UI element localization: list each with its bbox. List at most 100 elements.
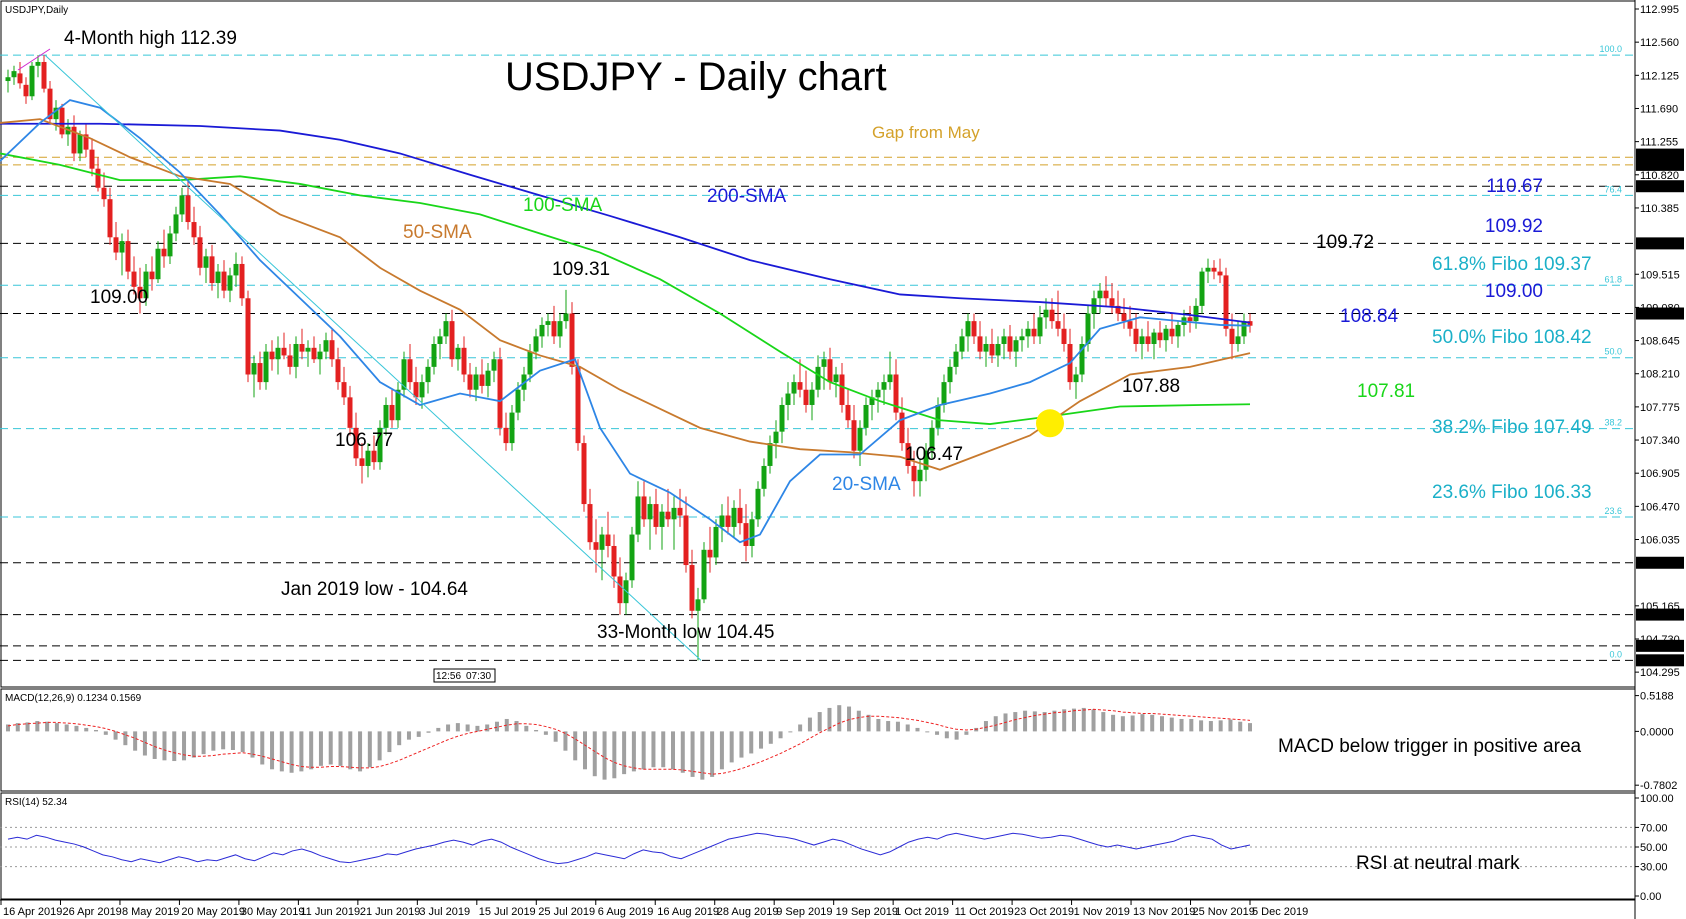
ma-line-50-sma bbox=[0, 118, 1251, 471]
price-tick-label: 107.775 bbox=[1640, 402, 1680, 414]
macd-bar bbox=[856, 710, 861, 732]
candle-body bbox=[47, 88, 53, 120]
rsi-pane: RSI(14) 52.34 RSI at neutral mark bbox=[0, 792, 1636, 900]
date-tick-label: 11 Oct 2019 bbox=[955, 906, 1014, 918]
candle-body bbox=[797, 382, 803, 390]
macd-bar bbox=[15, 723, 20, 732]
macd-bar bbox=[925, 731, 930, 733]
macd-bar bbox=[905, 724, 910, 732]
macd-axis: 0.5188 0.0000 -0.7802 bbox=[1635, 691, 1677, 792]
candle-body bbox=[689, 565, 695, 611]
candle-body bbox=[11, 71, 17, 78]
candle-body bbox=[371, 450, 377, 463]
candle-body bbox=[1139, 336, 1145, 344]
macd-bar bbox=[45, 721, 50, 732]
candle-body bbox=[1187, 317, 1193, 322]
macd-bar bbox=[1248, 723, 1252, 732]
candle-body bbox=[1193, 305, 1199, 322]
macd-tick-label: 0.5188 bbox=[1640, 691, 1674, 703]
date-tick-label: 25 Nov 2019 bbox=[1193, 906, 1255, 918]
candle-body bbox=[527, 351, 533, 375]
rsi-annotation: RSI at neutral mark bbox=[1356, 853, 1520, 874]
level-price-label: 110.670 bbox=[1640, 181, 1679, 193]
candle-body bbox=[1157, 332, 1163, 341]
candle-body bbox=[377, 427, 383, 463]
macd-bar bbox=[592, 731, 597, 777]
candle-body bbox=[323, 340, 329, 352]
level-price-label: 111.085 bbox=[1640, 150, 1678, 162]
ma-line-100-sma bbox=[0, 152, 1251, 425]
candle-body bbox=[1211, 267, 1217, 272]
candle-body bbox=[1061, 328, 1067, 344]
rsi-tick-label: 0.00 bbox=[1640, 891, 1661, 903]
candle-body bbox=[221, 271, 227, 291]
candle-body bbox=[671, 507, 677, 520]
macd-bar bbox=[191, 731, 196, 758]
price-tick-label: 106.905 bbox=[1640, 468, 1680, 480]
macd-bar bbox=[201, 731, 206, 755]
date-tick-label: 15 Jul 2019 bbox=[479, 906, 536, 918]
annotation-label: 61.8% Fibo 109.37 bbox=[1432, 254, 1592, 275]
macd-bar bbox=[152, 731, 157, 759]
macd-annotation: MACD below trigger in positive area bbox=[1278, 736, 1582, 757]
macd-bar bbox=[573, 731, 578, 761]
candle-body bbox=[695, 599, 701, 611]
date-tick-label: 16 Aug 2019 bbox=[657, 906, 719, 918]
candle-body bbox=[533, 336, 539, 352]
candle-body bbox=[581, 443, 587, 505]
macd-bar bbox=[1062, 709, 1067, 732]
candle-body bbox=[899, 412, 905, 444]
level-price-box bbox=[1636, 237, 1684, 250]
macd-bar bbox=[563, 731, 568, 751]
macd-bar bbox=[6, 724, 10, 732]
candle-body bbox=[203, 256, 209, 268]
candle-body bbox=[353, 427, 359, 459]
candle-body bbox=[419, 382, 425, 398]
candle-body bbox=[677, 507, 683, 516]
candle-body bbox=[611, 545, 617, 577]
macd-bar bbox=[837, 705, 842, 732]
candle-body bbox=[155, 248, 161, 280]
annotation-label: 109.72 bbox=[1316, 232, 1374, 253]
candle-body bbox=[839, 374, 845, 405]
level-price-label: 104.640 bbox=[1640, 641, 1680, 653]
candle-body bbox=[1199, 271, 1205, 306]
rsi-tick-label: 70.00 bbox=[1640, 822, 1668, 834]
candle-body bbox=[137, 286, 143, 299]
candle-body bbox=[605, 534, 611, 546]
annotation-label: 108.84 bbox=[1340, 306, 1399, 327]
rsi-label: RSI(14) 52.34 bbox=[5, 797, 68, 808]
candle-body bbox=[719, 515, 725, 527]
macd-bar bbox=[739, 731, 744, 758]
level-price-box bbox=[1636, 158, 1684, 171]
macd-bar bbox=[348, 731, 353, 770]
annotation-label: 4-Month high 112.39 bbox=[64, 28, 237, 49]
annotation-label: 106.47 bbox=[905, 444, 963, 465]
macd-bar bbox=[719, 731, 724, 770]
candle-body bbox=[587, 504, 593, 543]
candle-body bbox=[209, 256, 215, 284]
candle-body bbox=[647, 504, 653, 520]
date-tick-label: 11 Jun 2019 bbox=[300, 906, 360, 918]
candle-body bbox=[653, 504, 659, 527]
macd-bar bbox=[1052, 710, 1057, 732]
macd-bar bbox=[1238, 721, 1243, 732]
macd-bar bbox=[631, 731, 636, 772]
macd-bar bbox=[279, 731, 284, 772]
candle-body bbox=[809, 389, 815, 405]
macd-bar bbox=[749, 731, 754, 754]
high-marker-line bbox=[17, 48, 51, 71]
macd-bar bbox=[387, 731, 392, 753]
candle-body bbox=[383, 404, 389, 428]
candle-body bbox=[1031, 328, 1037, 337]
macd-bar bbox=[123, 731, 128, 746]
macd-bar bbox=[1169, 717, 1174, 732]
macd-bar bbox=[25, 722, 30, 732]
annotations: 4-Month high 112.39 Gap from May 200-SMA 10… bbox=[17, 28, 1592, 643]
annotation-label: 200-SMA bbox=[707, 186, 787, 207]
annotation-label: 109.00 bbox=[90, 287, 148, 308]
candle-body bbox=[557, 321, 563, 337]
candle-body bbox=[329, 340, 335, 360]
macd-signal-line bbox=[7, 708, 1251, 775]
